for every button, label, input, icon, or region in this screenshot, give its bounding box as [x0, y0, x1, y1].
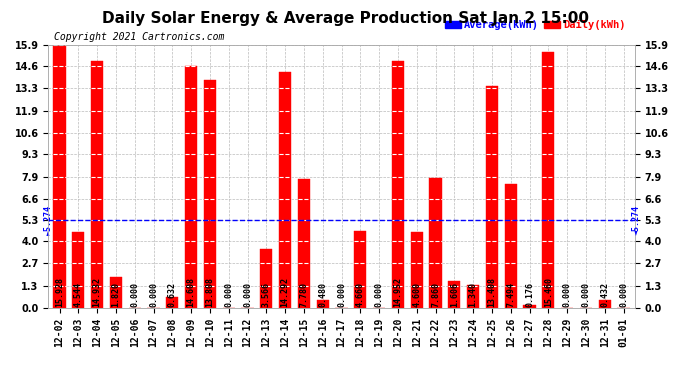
Text: 0.000: 0.000	[224, 282, 233, 307]
Text: 1.606: 1.606	[450, 282, 459, 307]
Bar	[91, 61, 103, 308]
Text: 0.480: 0.480	[318, 282, 327, 307]
Bar	[204, 80, 216, 308]
Text: 0.176: 0.176	[525, 282, 534, 307]
Bar	[524, 304, 535, 307]
Bar	[467, 285, 480, 308]
Bar	[279, 72, 291, 308]
Bar	[110, 278, 122, 308]
Text: 0.000: 0.000	[149, 282, 158, 307]
Legend: Average(kWh), Daily(kWh): Average(kWh), Daily(kWh)	[441, 16, 629, 34]
Text: 13.408: 13.408	[487, 277, 496, 307]
Bar	[53, 45, 66, 308]
Text: 0.632: 0.632	[168, 282, 177, 307]
Bar	[185, 66, 197, 308]
Bar	[72, 232, 84, 308]
Text: 15.928: 15.928	[55, 277, 64, 307]
Text: 14.292: 14.292	[281, 277, 290, 307]
Bar	[392, 61, 404, 308]
Text: 3.566: 3.566	[262, 282, 271, 307]
Bar	[504, 184, 517, 308]
Bar	[317, 300, 329, 307]
Text: 0.000: 0.000	[619, 282, 628, 307]
Bar	[354, 231, 366, 308]
Text: 0.000: 0.000	[582, 282, 591, 307]
Text: 14.952: 14.952	[393, 277, 402, 307]
Bar	[411, 231, 423, 308]
Bar	[429, 178, 442, 308]
Bar	[599, 300, 611, 307]
Text: 13.808: 13.808	[206, 277, 215, 307]
Bar	[448, 281, 460, 308]
Text: 0.000: 0.000	[375, 282, 384, 307]
Bar	[260, 249, 273, 308]
Bar	[542, 52, 555, 308]
Text: 1.340: 1.340	[469, 282, 477, 307]
Bar	[166, 297, 179, 307]
Text: 7.860: 7.860	[431, 282, 440, 307]
Text: 14.608: 14.608	[187, 277, 196, 307]
Text: 7.494: 7.494	[506, 282, 515, 307]
Bar	[298, 179, 310, 308]
Text: 0.432: 0.432	[600, 282, 609, 307]
Text: ◄5.274: ◄5.274	[632, 206, 641, 236]
Text: 4.544: 4.544	[74, 282, 83, 307]
Text: Daily Solar Energy & Average Production Sat Jan 2 15:00: Daily Solar Energy & Average Production …	[101, 11, 589, 26]
Text: 4.600: 4.600	[412, 282, 421, 307]
Text: 15.460: 15.460	[544, 277, 553, 307]
Text: 0.000: 0.000	[337, 282, 346, 307]
Text: Copyright 2021 Cartronics.com: Copyright 2021 Cartronics.com	[55, 32, 224, 42]
Text: 14.932: 14.932	[92, 277, 101, 307]
Text: 7.780: 7.780	[299, 282, 308, 307]
Text: 1.820: 1.820	[112, 282, 121, 307]
Text: 0.000: 0.000	[130, 282, 139, 307]
Text: 0.000: 0.000	[243, 282, 252, 307]
Text: 4.660: 4.660	[356, 282, 365, 307]
Text: 0.000: 0.000	[562, 282, 571, 307]
Text: ►5.274: ►5.274	[44, 206, 53, 236]
Bar	[486, 86, 498, 308]
